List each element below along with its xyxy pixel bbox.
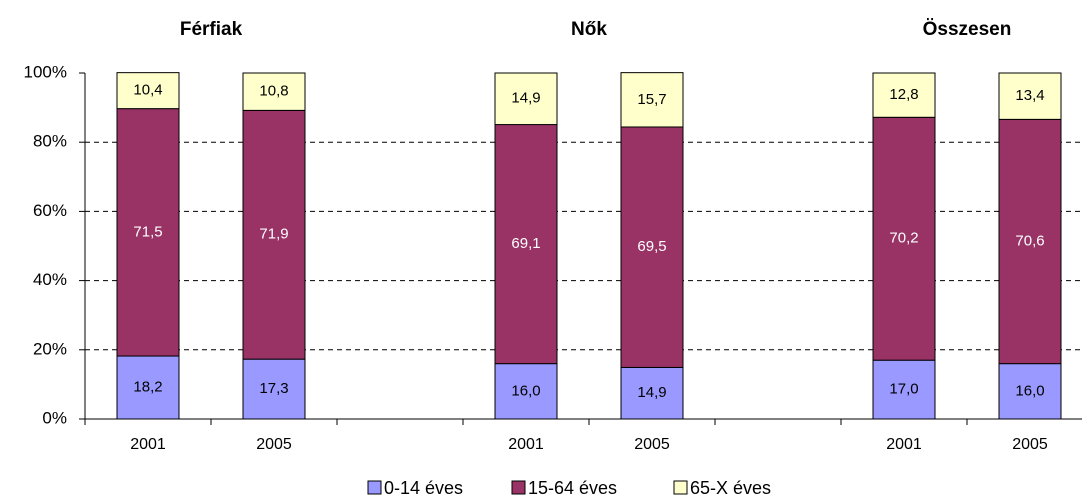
- bar-segment: [242, 109, 306, 360]
- y-tick-label: 80%: [33, 132, 67, 151]
- legend-swatch: [367, 480, 382, 495]
- bar-segment: [242, 72, 306, 111]
- x-tick-label: 2005: [634, 436, 670, 453]
- bar-segment: [998, 72, 1062, 120]
- value-label: 16,0: [511, 382, 540, 399]
- bar-segment: [998, 118, 1062, 365]
- group-label: Nők: [571, 19, 607, 40]
- value-label: 10,8: [259, 83, 288, 100]
- bar-segment: [116, 72, 180, 110]
- legend-label: 15-64 éves: [528, 478, 617, 498]
- value-label: 70,6: [1015, 232, 1044, 249]
- bar-segment: [116, 108, 180, 357]
- value-label: 10,4: [133, 82, 162, 99]
- bar-segment: [242, 358, 306, 420]
- x-tick-label: 2005: [256, 436, 292, 453]
- value-label: 18,2: [133, 378, 162, 395]
- value-label: 71,5: [133, 223, 162, 240]
- value-label: 14,9: [637, 384, 666, 401]
- legend-label: 65-X éves: [690, 478, 771, 498]
- legend-swatch: [511, 480, 526, 495]
- value-label: 70,2: [889, 230, 918, 247]
- bar-segment: [116, 355, 180, 420]
- y-tick-label: 0%: [42, 408, 67, 427]
- value-label: 17,0: [889, 381, 918, 398]
- bar-segment: [494, 124, 558, 365]
- group-label: Összesen: [923, 19, 1012, 40]
- value-label: 69,1: [511, 235, 540, 252]
- y-tick-label: 20%: [33, 339, 67, 358]
- bar-segment: [620, 72, 684, 128]
- legend-label: 0-14 éves: [384, 478, 463, 498]
- bar-segment: [494, 72, 558, 126]
- x-tick-label: 2005: [1012, 436, 1048, 453]
- legend-swatch: [673, 480, 688, 495]
- bar-segment: [872, 359, 936, 420]
- value-label: 14,9: [511, 90, 540, 107]
- value-label: 69,5: [637, 238, 666, 255]
- group-label: Férfiak: [180, 19, 243, 40]
- bar-segment: [998, 363, 1062, 420]
- y-tick-label: 60%: [33, 201, 67, 220]
- bar-segment: [620, 366, 684, 420]
- x-tick-label: 2001: [508, 436, 544, 453]
- y-tick-label: 100%: [24, 62, 67, 81]
- bar-segment: [872, 72, 936, 118]
- bar-segment: [620, 126, 684, 368]
- bar-segment: [872, 116, 936, 361]
- value-label: 16,0: [1015, 382, 1044, 399]
- value-label: 17,3: [259, 380, 288, 397]
- value-label: 13,4: [1015, 87, 1044, 104]
- x-tick-label: 2001: [886, 436, 922, 453]
- y-tick-label: 40%: [33, 270, 67, 289]
- value-label: 12,8: [889, 86, 918, 103]
- value-label: 15,7: [637, 91, 666, 108]
- value-label: 71,9: [259, 226, 288, 243]
- x-tick-label: 2001: [130, 436, 166, 453]
